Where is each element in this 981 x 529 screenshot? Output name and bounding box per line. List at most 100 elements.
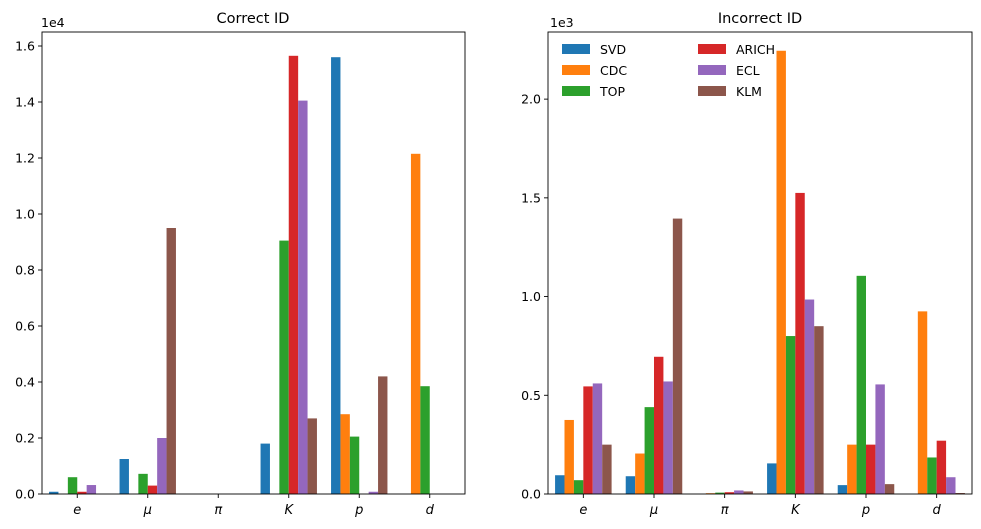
axes-frame-correct-id xyxy=(41,31,466,495)
y-tick-label-correct-id-0: 0.0 xyxy=(15,487,35,502)
x-tick-label-correct-id-5: d xyxy=(426,503,435,518)
bar-incorrect-id-arich-3 xyxy=(795,192,805,494)
bar-correct-id-top-5 xyxy=(420,386,430,494)
bar-incorrect-id-top-4 xyxy=(856,275,866,494)
legend-swatch-cdc xyxy=(562,65,590,75)
chart-title-correct-id: Correct ID xyxy=(217,11,290,27)
bar-incorrect-id-top-0 xyxy=(573,480,584,494)
bar-correct-id-klm-1 xyxy=(166,228,176,494)
y-tick-label-correct-id-5: 1.0 xyxy=(15,207,35,222)
bar-incorrect-id-svd-4 xyxy=(837,485,848,494)
bar-correct-id-top-4 xyxy=(349,436,360,494)
x-tick-label-incorrect-id-5: d xyxy=(933,503,942,518)
bar-correct-id-svd-4 xyxy=(331,57,341,494)
legend-swatch-arich xyxy=(698,44,726,54)
legend-label-ecl: ECL xyxy=(736,63,760,78)
bar-incorrect-id-top-1 xyxy=(644,407,654,494)
legend-label-arich: ARICH xyxy=(736,42,775,57)
y-tick-label-correct-id-1: 0.2 xyxy=(15,431,35,446)
x-tick-label-incorrect-id-4: p xyxy=(861,503,870,518)
legend-swatch-klm xyxy=(698,86,726,96)
legend-label-top: TOP xyxy=(599,84,625,99)
y-tick-label-correct-id-2: 0.4 xyxy=(15,375,35,390)
bar-incorrect-id-klm-4 xyxy=(884,484,895,494)
bar-correct-id-ecl-3 xyxy=(298,100,308,494)
bar-correct-id-cdc-4 xyxy=(340,414,350,494)
y-tick-label-incorrect-id-3: 1.5 xyxy=(521,190,541,205)
bar-correct-id-arich-1 xyxy=(147,485,158,494)
bar-incorrect-id-top-3 xyxy=(785,336,796,494)
bar-incorrect-id-ecl-5 xyxy=(946,477,956,494)
bar-incorrect-id-cdc-1 xyxy=(635,453,645,494)
legend-label-svd: SVD xyxy=(600,42,626,57)
bar-correct-id-ecl-4 xyxy=(368,491,379,494)
bar-correct-id-klm-4 xyxy=(378,376,388,494)
bar-incorrect-id-cdc-3 xyxy=(776,50,786,494)
x-tick-label-incorrect-id-3: K xyxy=(791,503,801,518)
panel-correct-id: Correct ID 1e4 0.0 0.2 0.4 0.6 0.8 1.0 1.2 1.4 1… xyxy=(15,11,466,518)
bar-incorrect-id-ecl-2 xyxy=(734,490,744,494)
x-tick-label-incorrect-id-2: π xyxy=(721,503,729,518)
bar-incorrect-id-cdc-0 xyxy=(564,419,574,494)
bar-incorrect-id-svd-0 xyxy=(555,475,565,494)
bar-incorrect-id-svd-1 xyxy=(625,476,636,494)
legend-swatch-top xyxy=(562,86,590,96)
bar-correct-id-ecl-1 xyxy=(157,438,167,494)
bar-incorrect-id-top-5 xyxy=(927,457,937,494)
bar-incorrect-id-ecl-1 xyxy=(663,381,673,494)
bar-correct-id-klm-3 xyxy=(307,418,317,494)
bar-correct-id-arich-3 xyxy=(288,55,299,495)
bar-correct-id-cdc-5 xyxy=(410,153,421,495)
bar-correct-id-top-1 xyxy=(138,473,148,494)
y-tick-label-correct-id-8: 1.6 xyxy=(15,39,35,54)
bar-incorrect-id-ecl-3 xyxy=(804,299,815,494)
bar-incorrect-id-arich-1 xyxy=(654,356,664,494)
bar-correct-id-top-0 xyxy=(67,477,78,494)
y-tick-label-incorrect-id-4: 2.0 xyxy=(521,92,541,107)
bar-correct-id-svd-0 xyxy=(49,491,59,494)
y-offset-label-incorrect-id: 1e3 xyxy=(550,15,574,30)
bar-incorrect-id-top-2 xyxy=(715,492,725,494)
bar-incorrect-id-klm-3 xyxy=(814,326,824,494)
legend-swatch-svd xyxy=(562,44,590,54)
bar-incorrect-id-ecl-0 xyxy=(592,383,603,494)
x-tick-label-correct-id-0: e xyxy=(73,503,81,518)
x-tick-label-incorrect-id-0: e xyxy=(579,503,587,518)
bar-incorrect-id-klm-0 xyxy=(602,444,612,494)
bar-correct-id-top-3 xyxy=(279,240,289,494)
bar-correct-id-svd-1 xyxy=(119,459,129,494)
bar-incorrect-id-svd-3 xyxy=(767,463,777,494)
axes-frame-incorrect-id xyxy=(547,31,973,495)
bar-correct-id-arich-0 xyxy=(77,491,87,494)
bar-incorrect-id-arich-5 xyxy=(936,440,947,494)
x-tick-label-correct-id-2: π xyxy=(214,503,222,518)
y-tick-label-correct-id-7: 1.4 xyxy=(15,95,35,110)
x-tick-label-correct-id-4: p xyxy=(354,503,363,518)
x-tick-label-incorrect-id-1: μ xyxy=(649,503,658,518)
bar-incorrect-id-klm-1 xyxy=(672,218,683,494)
y-tick-label-incorrect-id-1: 0.5 xyxy=(521,388,541,403)
bar-correct-id-ecl-0 xyxy=(86,485,97,494)
legend-label-cdc: CDC xyxy=(600,63,627,78)
bar-incorrect-id-arich-0 xyxy=(583,386,593,494)
y-tick-label-incorrect-id-0: 0.0 xyxy=(521,487,541,502)
x-tick-label-correct-id-3: K xyxy=(284,503,294,518)
y-tick-label-correct-id-3: 0.6 xyxy=(15,319,35,334)
y-tick-label-correct-id-6: 1.2 xyxy=(15,151,35,166)
chart-title-incorrect-id: Incorrect ID xyxy=(718,11,802,27)
bar-incorrect-id-cdc-5 xyxy=(917,311,928,494)
bar-incorrect-id-arich-2 xyxy=(724,492,735,494)
y-offset-label-correct-id: 1e4 xyxy=(41,15,65,30)
bar-incorrect-id-klm-2 xyxy=(743,491,753,494)
legend-swatch-ecl xyxy=(698,65,726,75)
y-tick-label-incorrect-id-2: 1.0 xyxy=(521,289,541,304)
bar-incorrect-id-klm-5 xyxy=(955,493,965,494)
legend-label-klm: KLM xyxy=(736,84,762,99)
bar-correct-id-svd-3 xyxy=(260,443,270,494)
y-tick-label-correct-id-4: 0.8 xyxy=(15,263,35,278)
x-tick-label-correct-id-1: μ xyxy=(143,503,152,518)
bar-incorrect-id-cdc-4 xyxy=(847,444,857,494)
bar-incorrect-id-ecl-4 xyxy=(875,384,885,494)
